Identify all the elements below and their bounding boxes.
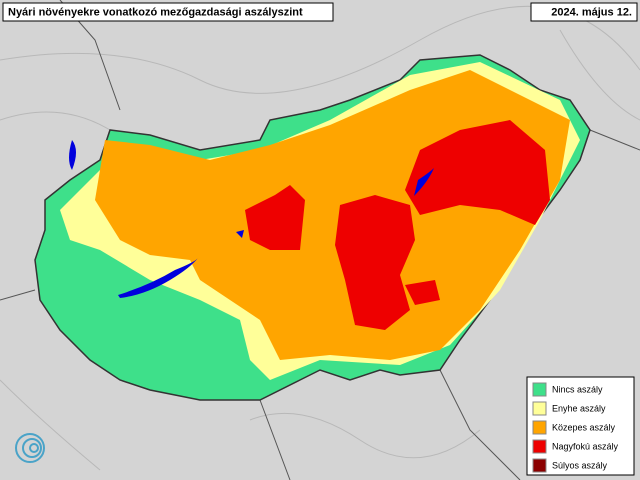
- title: Nyári növényekre vonatkozó mezőgazdasági…: [8, 6, 303, 18]
- drought-severe-small: [405, 280, 440, 305]
- legend-swatch: [532, 439, 547, 454]
- legend-label: Nincs aszály: [552, 384, 603, 394]
- legend: Nincs aszály Enyhe aszály Közepes aszály Na…: [532, 382, 619, 473]
- drought-severe-budapest: [245, 185, 305, 250]
- legend-label: Súlyos aszály: [552, 460, 608, 470]
- drought-severe-central: [335, 195, 415, 330]
- drought-severe-east: [405, 120, 550, 225]
- date-box: [530, 2, 638, 22]
- legend-swatch: [532, 420, 547, 435]
- legend-swatch: [532, 382, 547, 397]
- legend-label: Közepes aszály: [552, 422, 616, 432]
- legend-swatch: [532, 458, 547, 473]
- legend-swatch: [532, 401, 547, 416]
- title-box: [2, 2, 334, 22]
- date: 2024. május 12.: [551, 6, 632, 18]
- logo: [15, 433, 45, 463]
- legend-label: Enyhe aszály: [552, 403, 606, 413]
- lakes: [69, 140, 434, 298]
- legend-label: Nagyfokú aszály: [552, 441, 619, 451]
